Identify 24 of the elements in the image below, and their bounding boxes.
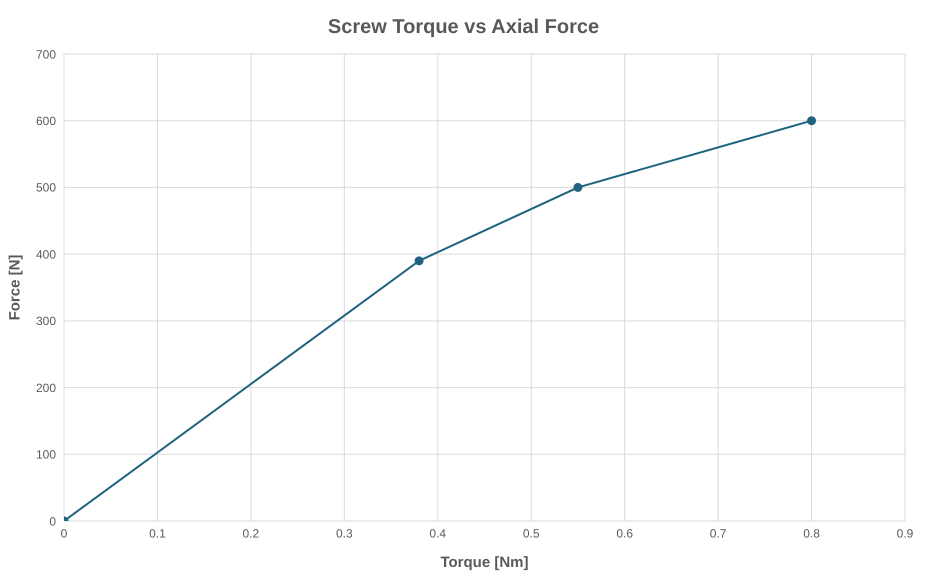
chart-title: Screw Torque vs Axial Force bbox=[326, 15, 600, 40]
y-tick-label: 300 bbox=[36, 314, 56, 328]
x-tick-label: 0.9 bbox=[896, 526, 914, 541]
y-tick-label: 400 bbox=[36, 247, 56, 262]
x-tick-label: 0.4 bbox=[429, 526, 446, 541]
x-tick-label: 0.1 bbox=[149, 526, 166, 541]
y-axis-title: Force [N] bbox=[6, 254, 24, 320]
y-tick-label: 100 bbox=[36, 448, 56, 462]
y-tick-label: 0 bbox=[49, 514, 56, 528]
y-tick-label: 200 bbox=[36, 380, 56, 395]
x-tick-label: 0.8 bbox=[803, 526, 820, 541]
point bbox=[807, 116, 816, 126]
y-tick-label: 500 bbox=[36, 180, 56, 195]
y-tick-label: 600 bbox=[36, 114, 56, 128]
x-tick-label: 0.2 bbox=[242, 526, 260, 541]
x-tick-label: 0.5 bbox=[522, 526, 540, 541]
x-tick-label: 0.7 bbox=[710, 526, 727, 541]
y-tick-label: 700 bbox=[36, 47, 56, 62]
x-tick-label: 0.3 bbox=[336, 526, 353, 541]
point bbox=[573, 182, 582, 192]
x-axis-title: Torque [Nm] bbox=[440, 554, 529, 571]
x-tick-label: 0 bbox=[60, 526, 68, 541]
point bbox=[414, 256, 424, 266]
x-tick-label: 0.6 bbox=[616, 526, 634, 541]
